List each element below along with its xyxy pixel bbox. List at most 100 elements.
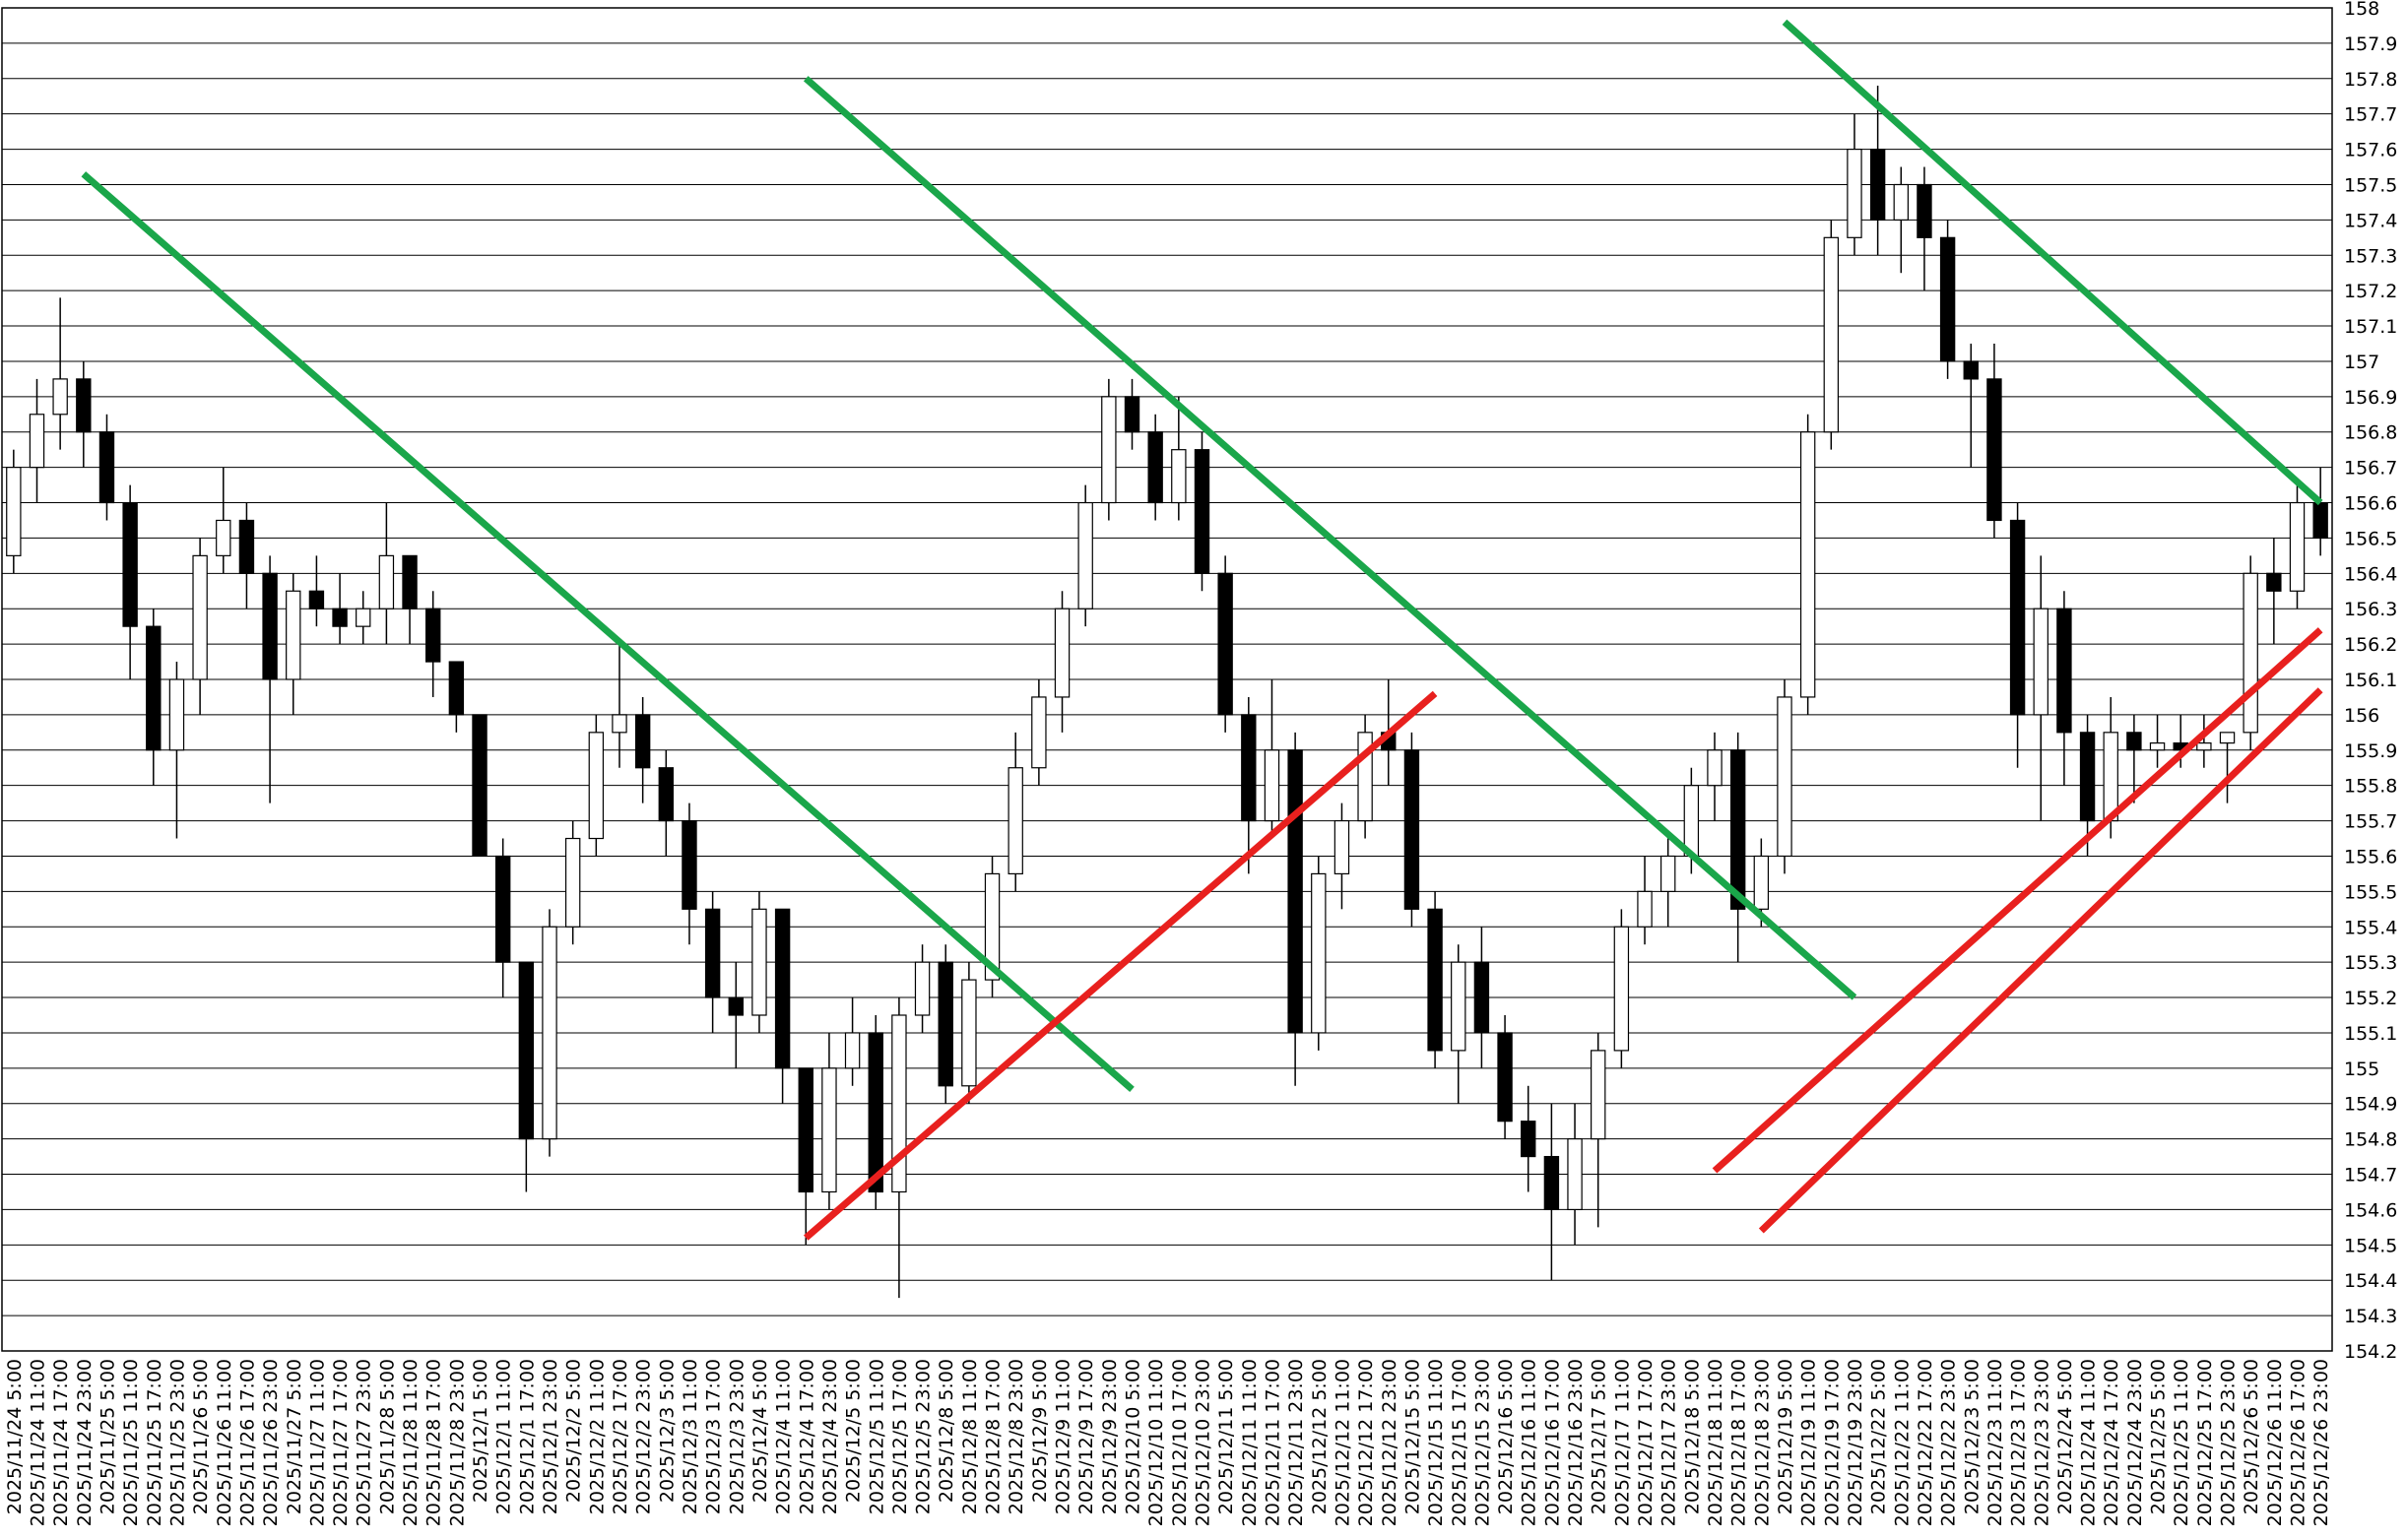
x-tick-label: 2025/12/12 17:00 [1355, 1359, 1377, 1526]
candle-body [1031, 696, 1047, 769]
x-tick-label: 2025/11/24 23:00 [74, 1359, 96, 1526]
candle-body [1451, 961, 1466, 1052]
x-tick-label: 2025/12/12 23:00 [1379, 1359, 1400, 1526]
x-tick-label: 2025/12/16 11:00 [1519, 1359, 1540, 1526]
y-tick-label: 157.4 [2344, 210, 2397, 231]
candle-body [728, 996, 744, 1016]
candle-body [891, 1014, 907, 1193]
x-tick-label: 2025/12/8 23:00 [1006, 1359, 1027, 1514]
candle-body [821, 1067, 837, 1193]
y-tick-label: 154.3 [2344, 1306, 2397, 1327]
x-tick-label: 2025/12/10 11:00 [1145, 1359, 1167, 1526]
x-tick-label: 2025/12/22 17:00 [1915, 1359, 1936, 1526]
x-tick-label: 2025/12/3 11:00 [680, 1359, 701, 1514]
candle-body [564, 837, 581, 928]
x-tick-label: 2025/12/4 11:00 [773, 1359, 795, 1514]
candle-body [286, 590, 301, 680]
x-tick-label: 2025/11/27 17:00 [330, 1359, 352, 1526]
candle-body [612, 714, 627, 734]
x-tick-label: 2025/12/17 5:00 [1589, 1359, 1610, 1514]
x-tick-label: 2025/12/25 17:00 [2194, 1359, 2216, 1526]
candle-body [1567, 1138, 1583, 1211]
candle-body [2196, 742, 2212, 751]
x-tick-label: 2025/12/10 23:00 [1192, 1359, 1213, 1526]
x-tick-label: 2025/12/8 11:00 [959, 1359, 981, 1514]
x-tick-label: 2025/12/2 5:00 [563, 1359, 585, 1503]
x-tick-label: 2025/12/26 23:00 [2310, 1359, 2332, 1526]
x-tick-label: 2025/11/24 11:00 [27, 1359, 48, 1526]
x-tick-label: 2025/12/8 5:00 [936, 1359, 957, 1503]
y-tick-label: 157 [2344, 352, 2379, 373]
x-tick-label: 2025/12/25 23:00 [2218, 1359, 2240, 1526]
x-tick-label: 2025/12/18 17:00 [1728, 1359, 1750, 1526]
candle-body [984, 872, 1001, 981]
candle-body [2289, 501, 2306, 592]
x-tick-label: 2025/12/11 5:00 [1215, 1359, 1237, 1514]
candle-body [308, 590, 325, 610]
x-tick-label: 2025/11/28 23:00 [446, 1359, 468, 1526]
candle-body [1287, 749, 1303, 1034]
x-tick-label: 2025/12/23 17:00 [2008, 1359, 2030, 1526]
candle-body [1543, 1155, 1560, 1211]
candle-body [1753, 855, 1770, 910]
candle-body [518, 961, 535, 1140]
candle-body [914, 961, 931, 1016]
candle-body [1637, 890, 1653, 928]
x-tick-label: 2025/11/28 5:00 [376, 1359, 398, 1514]
x-tick-label: 2025/11/25 11:00 [120, 1359, 142, 1526]
y-tick-label: 155 [2344, 1059, 2379, 1080]
trend-line [1758, 687, 2323, 1234]
candle-body [332, 608, 348, 627]
y-tick-label: 156.6 [2344, 493, 2397, 515]
candle-body [1893, 183, 1909, 221]
candle-body [2009, 519, 2026, 716]
candle-body [704, 908, 721, 998]
y-tick-label: 154.7 [2344, 1165, 2397, 1187]
x-tick-label: 2025/12/25 5:00 [2148, 1359, 2170, 1514]
candle-body [238, 519, 255, 574]
candle-body [76, 378, 92, 433]
y-tick-label: 157.7 [2344, 104, 2397, 126]
y-tick-label: 155.6 [2344, 846, 2397, 867]
x-tick-label: 2025/11/27 11:00 [306, 1359, 328, 1526]
x-tick-label: 2025/12/9 11:00 [1053, 1359, 1074, 1514]
candle-body [1823, 236, 1840, 433]
y-tick-label: 155.9 [2344, 740, 2397, 762]
candle-body [1591, 1050, 1606, 1140]
candle-body [1124, 396, 1140, 433]
x-tick-label: 2025/12/1 23:00 [540, 1359, 561, 1514]
x-tick-label: 2025/12/15 17:00 [1449, 1359, 1470, 1526]
candle-body [2149, 742, 2166, 751]
candle-body [1963, 360, 1979, 380]
x-tick-label: 2025/12/25 11:00 [2171, 1359, 2192, 1526]
candle-body [938, 961, 953, 1087]
candle-body [658, 767, 675, 822]
candle-body [1986, 378, 2002, 522]
candle-body [6, 467, 22, 556]
x-tick-label: 2025/11/25 17:00 [144, 1359, 165, 1526]
candle-body [1473, 961, 1490, 1034]
candle-body [1147, 431, 1163, 504]
candle-body [378, 554, 395, 610]
candle-body [2219, 732, 2236, 744]
x-tick-label: 2025/12/24 5:00 [2054, 1359, 2076, 1514]
candle-body [2033, 608, 2048, 716]
candle-body [1847, 148, 1862, 238]
candle-body [682, 819, 697, 910]
candle-body [98, 431, 115, 504]
y-tick-label: 157.1 [2344, 316, 2397, 338]
candle-body [751, 908, 767, 1016]
x-tick-label: 2025/12/4 5:00 [749, 1359, 771, 1503]
candle-body [448, 661, 465, 716]
y-tick-label: 158 [2344, 0, 2379, 20]
x-tick-label: 2025/12/2 11:00 [586, 1359, 608, 1514]
x-tick-label: 2025/12/16 5:00 [1495, 1359, 1517, 1514]
x-tick-label: 2025/12/18 5:00 [1681, 1359, 1703, 1514]
candle-body [1194, 449, 1210, 574]
candle-body [2243, 572, 2258, 734]
x-tick-label: 2025/12/9 17:00 [1075, 1359, 1097, 1514]
x-tick-label: 2025/11/26 11:00 [214, 1359, 235, 1526]
trend-line [1712, 627, 2323, 1174]
x-tick-label: 2025/12/16 23:00 [1565, 1359, 1587, 1526]
